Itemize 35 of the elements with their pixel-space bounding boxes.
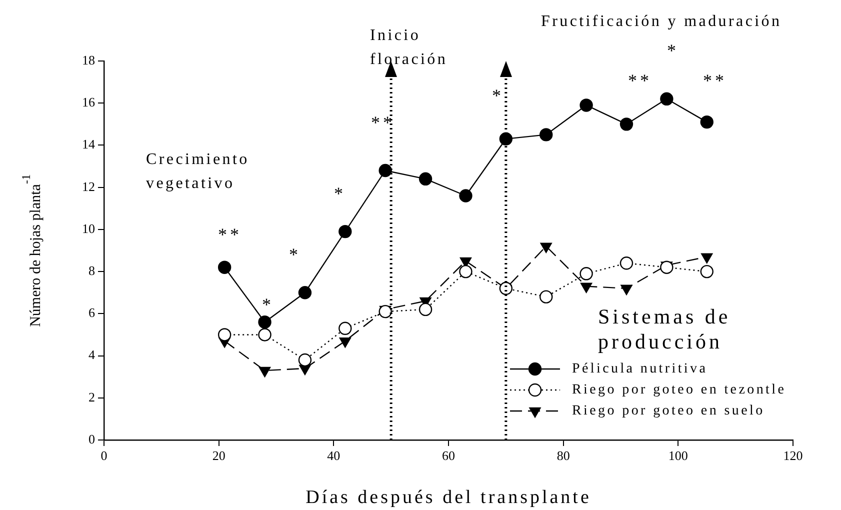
y-tick-label: 18 (82, 52, 95, 68)
y-tick-label: 2 (88, 389, 95, 404)
annotation: ** (218, 224, 242, 245)
annotation: Inicio floración (370, 27, 448, 68)
y-tick-label: 8 (88, 262, 95, 278)
legend-title: Sistemas de producción (598, 304, 731, 354)
y-tick-label: 16 (82, 94, 96, 110)
annotation: ** (703, 70, 727, 91)
annotation: * (289, 244, 301, 265)
legend-label: Riego por goteo en suelo (572, 404, 765, 419)
x-tick-label: 40 (327, 448, 340, 464)
y-tick-label: 6 (88, 305, 96, 320)
y-tick-label: 14 (82, 136, 96, 152)
annotation: ** (371, 112, 395, 133)
text: Fructificación y maduración (541, 13, 782, 30)
y-tick-label: 12 (82, 178, 95, 194)
y-tick-label: 10 (82, 220, 95, 236)
x-tick-label: 60 (442, 448, 455, 464)
annotation: Crecimiento vegetativo (146, 151, 250, 192)
y-tick-label: 0 (88, 431, 95, 446)
x-tick-label: 20 (212, 448, 226, 464)
annotation: * (492, 86, 504, 106)
annotation: ** (628, 70, 652, 91)
y-tick-label: 4 (88, 347, 96, 362)
x-tick-label: 0 (100, 448, 108, 464)
annotation: * (334, 184, 346, 204)
y-axis-title: Número de hojas planta-1 (19, 174, 44, 327)
x-axis-title: Días después del transplante (306, 487, 592, 508)
x-tick-label: 80 (556, 448, 570, 464)
x-tick-label: 120 (783, 448, 803, 464)
legend-label: Riego por goteo en tezontle (572, 382, 786, 398)
annotation: * (262, 294, 274, 315)
legend-label: Pélicula nutritiva (572, 362, 708, 377)
text: * (667, 40, 679, 61)
x-tick-label: 100 (668, 448, 688, 464)
